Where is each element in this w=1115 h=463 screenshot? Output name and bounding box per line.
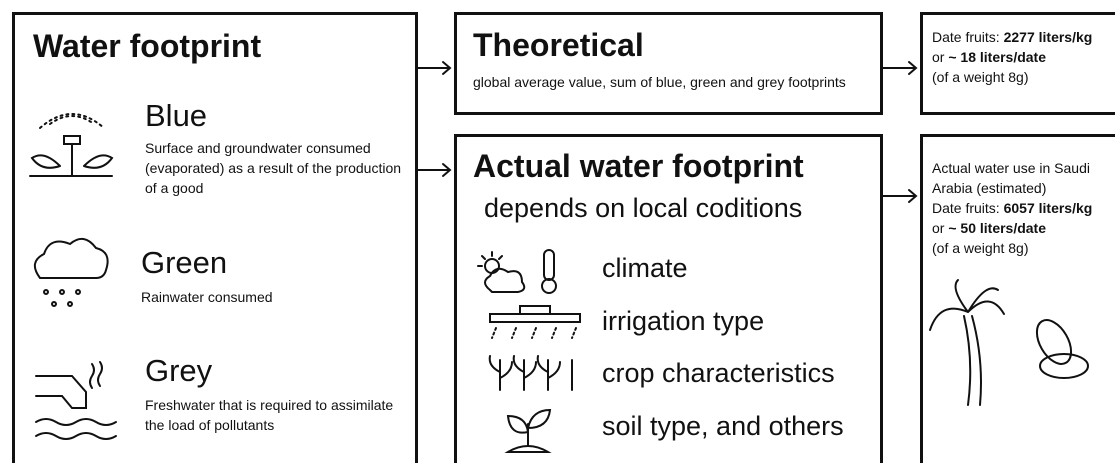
actual-result-intro: Actual water use in Saudi Arabia (estima…	[932, 160, 1090, 196]
crop-icon	[488, 355, 573, 391]
result-line: Date fruits: 6057 liters/kg	[932, 198, 1115, 218]
arrows	[417, 61, 918, 203]
bold-text: ~ 18 liters/date	[948, 49, 1047, 65]
theoretical-result-box	[920, 12, 1115, 115]
actual-result-box	[920, 134, 1115, 463]
text: or	[932, 220, 949, 236]
factor: crop characteristics	[602, 358, 835, 388]
item-description: Freshwater that is required to assimilat…	[145, 397, 394, 433]
result-line: (of a weight 8g)	[932, 67, 1115, 87]
item-label: Grey	[145, 353, 213, 388]
theoretical-title: Theoretical	[473, 27, 644, 63]
actual-result: Actual water use in Saudi Arabia (estima…	[932, 158, 1115, 258]
item-label: Green	[141, 245, 228, 280]
result-line: Date fruits: 2277 liters/kg	[932, 27, 1115, 47]
irrigation-icon	[489, 305, 581, 339]
theoretical-box	[454, 12, 883, 115]
text: Date fruits:	[932, 29, 1004, 45]
text: (of a weight 8g)	[932, 69, 1029, 85]
bold-text: 6057 liters/kg	[1003, 200, 1093, 216]
factor: irrigation type	[602, 306, 765, 336]
item-description: Surface and groundwater consumed (evapor…	[145, 140, 402, 196]
text: or	[932, 49, 949, 65]
item-description: Rainwater consumed	[141, 289, 273, 305]
item-label: Blue	[145, 98, 208, 133]
theoretical-result: Date fruits: 2277 liters/kg or ~ 18 liter…	[932, 27, 1115, 87]
water-footprint-box	[12, 12, 418, 463]
cloud-icon	[33, 237, 109, 307]
water-footprint-title: Water footprint	[33, 28, 262, 64]
sprout-icon	[504, 408, 552, 453]
result-line: or ~ 18 liters/date	[932, 47, 1115, 67]
actual-box	[454, 134, 883, 463]
factor: climate	[602, 253, 688, 283]
pipe-icon	[35, 361, 117, 440]
bold-text: ~ 50 liters/date	[948, 220, 1047, 236]
bold-text: 2277 liters/kg	[1003, 29, 1093, 45]
sprinkler-icon	[29, 113, 114, 177]
factor: soil type, and others	[602, 411, 844, 441]
result-line: or ~ 50 liters/date	[932, 218, 1115, 238]
climate-icon	[477, 249, 557, 294]
actual-title: Actual water footprint	[473, 148, 804, 184]
theoretical-description: global average value, sum of blue, green…	[473, 74, 846, 90]
result-line: (of a weight 8g)	[932, 238, 1115, 258]
palm-icon	[929, 279, 1005, 406]
text: Date fruits:	[932, 200, 1004, 216]
text: (of a weight 8g)	[932, 240, 1029, 256]
dates-icon	[1035, 319, 1089, 379]
actual-subtitle: depends on local coditions	[484, 193, 803, 223]
